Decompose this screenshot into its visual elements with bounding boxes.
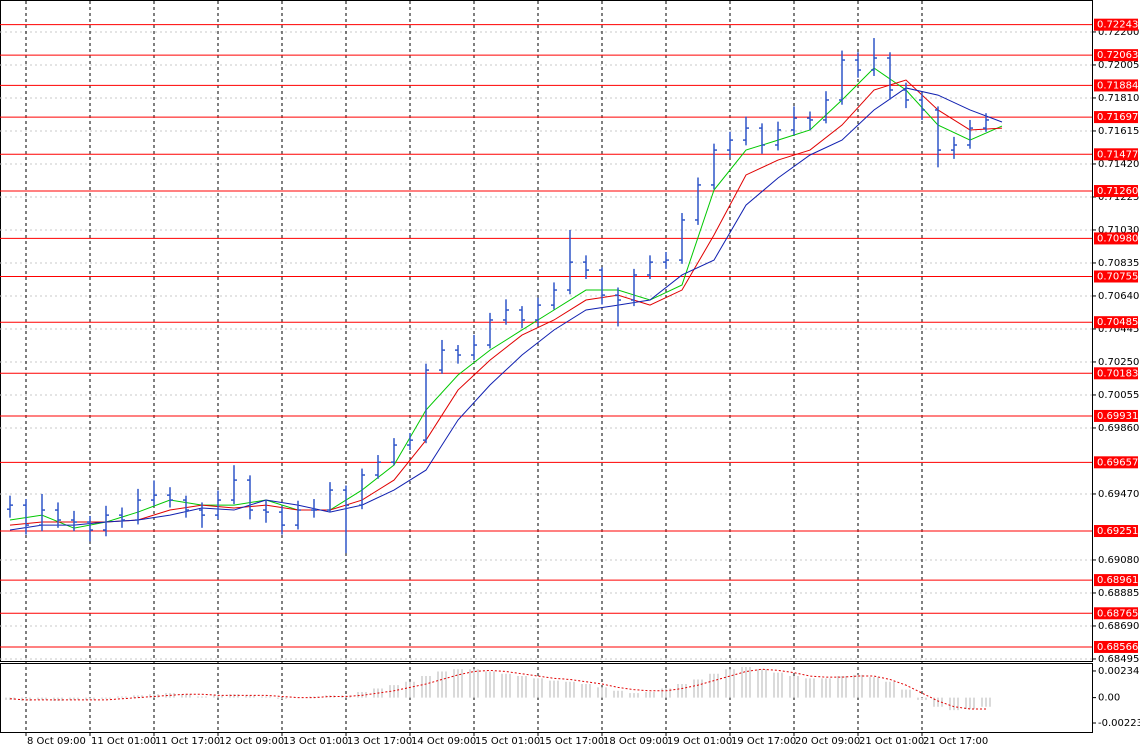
- x-tick-label: 19 Oct 17:00: [731, 736, 796, 747]
- x-tick-label: 13 Oct 17:00: [347, 736, 412, 747]
- x-tick-label: 15 Oct 01:00: [475, 736, 540, 747]
- y-tick-label: 0.71420: [1098, 159, 1139, 170]
- osc-signal-line: [9, 668, 986, 710]
- x-tick-label: 20 Oct 09:00: [795, 736, 860, 747]
- y-tick-label: 0.68885: [1098, 588, 1139, 599]
- level-label-box: [1094, 18, 1138, 31]
- x-tick-label: 18 Oct 09:00: [603, 736, 668, 747]
- level-label: 0.69931: [1097, 411, 1138, 422]
- x-tick-label: 15 Oct 17:00: [539, 736, 604, 747]
- level-label-box: [1094, 79, 1138, 92]
- level-label-box: [1094, 49, 1138, 62]
- y-tick-label: 0.69080: [1098, 555, 1139, 566]
- level-label: 0.68566: [1097, 642, 1138, 653]
- x-tick-label: 12 Oct 09:00: [219, 736, 284, 747]
- level-label: 0.70183: [1097, 368, 1138, 379]
- y-tick-label: 0.70055: [1098, 390, 1139, 401]
- x-tick-label: 8 Oct 09:00: [27, 736, 86, 747]
- y-tick-label: 0.71615: [1098, 126, 1139, 137]
- level-label: 0.71260: [1097, 186, 1138, 197]
- osc-y-tick-label: 0.002348: [1098, 666, 1140, 677]
- osc-y-tick-label: -0.002237: [1098, 718, 1140, 729]
- y-tick-label: 0.70445: [1098, 324, 1139, 335]
- level-label: 0.68961: [1097, 575, 1138, 586]
- level-label-box: [1094, 456, 1138, 469]
- level-label-box: [1094, 574, 1138, 587]
- y-tick-label: 0.71030: [1098, 225, 1139, 236]
- y-tick-label: 0.71225: [1098, 192, 1139, 203]
- level-label-box: [1094, 525, 1138, 538]
- osc-y-tick-label: 0.00: [1098, 693, 1120, 704]
- x-tick-label: 19 Oct 01:00: [667, 736, 732, 747]
- x-tick-label: 21 Oct 01:00: [859, 736, 924, 747]
- level-label: 0.70755: [1097, 271, 1138, 282]
- y-tick-label: 0.70250: [1098, 357, 1139, 368]
- level-label-box: [1094, 607, 1138, 620]
- y-tick-label: 0.69470: [1098, 489, 1139, 500]
- level-label: 0.72243: [1097, 20, 1138, 31]
- level-label: 0.71884: [1097, 80, 1138, 91]
- level-label-box: [1094, 367, 1138, 380]
- y-tick-label: 0.71810: [1098, 93, 1139, 104]
- level-label-box: [1094, 316, 1138, 329]
- y-tick-label: 0.70835: [1098, 258, 1139, 269]
- level-label-box: [1094, 185, 1138, 198]
- y-tick-label: 0.72200: [1098, 27, 1139, 38]
- y-tick-label: 0.70640: [1098, 291, 1139, 302]
- level-label: 0.70980: [1097, 233, 1138, 244]
- y-tick-label: 0.72005: [1098, 60, 1139, 71]
- level-label: 0.71477: [1097, 149, 1138, 160]
- moving-average: [9, 67, 1003, 529]
- moving-average: [9, 87, 1003, 531]
- level-label: 0.69251: [1097, 526, 1138, 537]
- x-tick-label: 11 Oct 01:00: [91, 736, 156, 747]
- level-label-box: [1094, 409, 1138, 422]
- level-label: 0.72063: [1097, 50, 1138, 61]
- level-label: 0.70485: [1097, 317, 1138, 328]
- level-label-box: [1094, 148, 1138, 161]
- x-tick-label: 11 Oct 17:00: [155, 736, 220, 747]
- y-tick-label: 0.69860: [1098, 423, 1139, 434]
- y-tick-label: 0.68495: [1098, 654, 1139, 665]
- level-label-box: [1094, 111, 1138, 124]
- level-label: 0.71697: [1097, 112, 1138, 123]
- y-tick-label: 0.68690: [1098, 621, 1139, 632]
- level-label: 0.69657: [1097, 457, 1138, 468]
- main-pane-frame: [0, 0, 1093, 662]
- level-label-box: [1094, 640, 1138, 653]
- level-label-box: [1094, 270, 1138, 283]
- moving-average: [9, 79, 1003, 526]
- x-tick-label: 14 Oct 09:00: [411, 736, 476, 747]
- x-tick-label: 21 Oct 17:00: [923, 736, 988, 747]
- level-label-box: [1094, 232, 1138, 245]
- level-label: 0.68765: [1097, 608, 1138, 619]
- x-tick-label: 13 Oct 01:00: [283, 736, 348, 747]
